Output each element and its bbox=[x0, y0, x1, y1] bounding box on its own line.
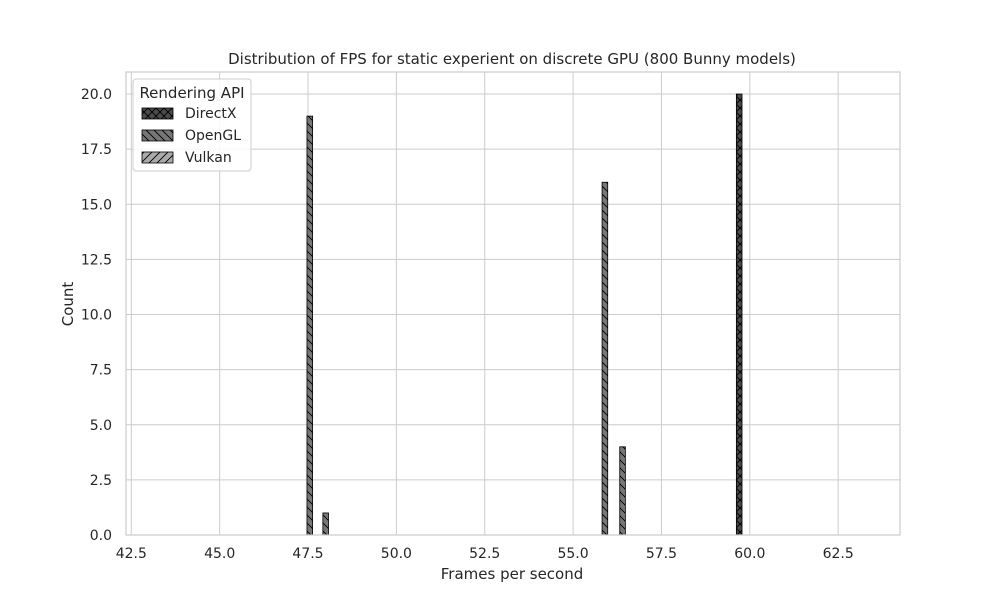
chart-title: Distribution of FPS for static experient… bbox=[228, 50, 796, 68]
y-tick-label: 12.5 bbox=[81, 252, 112, 268]
legend-item-vulkan: Vulkan bbox=[141, 150, 232, 166]
grid bbox=[126, 72, 900, 536]
y-tick-label: 20.0 bbox=[81, 87, 112, 103]
legend-item-opengl: OpenGL bbox=[141, 128, 241, 144]
x-tick-label: 42.5 bbox=[116, 546, 147, 562]
bar-opengl bbox=[322, 512, 329, 536]
legend: Rendering API DirectX OpenGL Vulkan bbox=[132, 78, 252, 172]
plot-frame bbox=[125, 71, 901, 536]
y-tick-label: 15.0 bbox=[81, 197, 112, 213]
x-tick-label: 45.0 bbox=[204, 546, 235, 562]
y-tick-label: 10.0 bbox=[81, 308, 112, 324]
bar-opengl bbox=[619, 446, 626, 536]
x-tick-label: 57.5 bbox=[646, 546, 677, 562]
y-tick-label: 17.5 bbox=[81, 142, 112, 158]
legend-item-directx: DirectX bbox=[141, 106, 237, 122]
bar-opengl bbox=[306, 115, 314, 536]
y-tick-label: 2.5 bbox=[90, 473, 112, 489]
y-tick-label: 5.0 bbox=[90, 418, 112, 434]
x-tick-label: 47.5 bbox=[292, 546, 323, 562]
x-tick-labels: 42.5 45.0 47.5 50.0 52.5 55.0 57.5 60.0 62.5 bbox=[116, 546, 854, 562]
legend-label: OpenGL bbox=[185, 128, 241, 144]
x-tick-label: 52.5 bbox=[469, 546, 500, 562]
bar-directx bbox=[735, 93, 743, 536]
x-tick-label: 50.0 bbox=[381, 546, 412, 562]
y-axis-title: Count bbox=[59, 282, 77, 327]
legend-items: DirectX OpenGL Vulkan bbox=[141, 106, 241, 166]
legend-title: Rendering API bbox=[139, 84, 244, 102]
y-tick-label: 0.0 bbox=[90, 528, 112, 544]
legend-label: Vulkan bbox=[185, 150, 232, 166]
legend-label: DirectX bbox=[185, 106, 237, 122]
x-tick-label: 62.5 bbox=[823, 546, 854, 562]
x-axis-title: Frames per second bbox=[441, 565, 584, 583]
x-tick-label: 60.0 bbox=[734, 546, 765, 562]
x-tick-label: 55.0 bbox=[557, 546, 588, 562]
legend-box bbox=[132, 78, 252, 172]
bar-opengl bbox=[601, 181, 609, 536]
y-tick-labels: 0.0 2.5 5.0 7.5 10.0 12.5 15.0 17.5 20.0 bbox=[81, 87, 112, 544]
y-tick-label: 7.5 bbox=[90, 363, 112, 379]
